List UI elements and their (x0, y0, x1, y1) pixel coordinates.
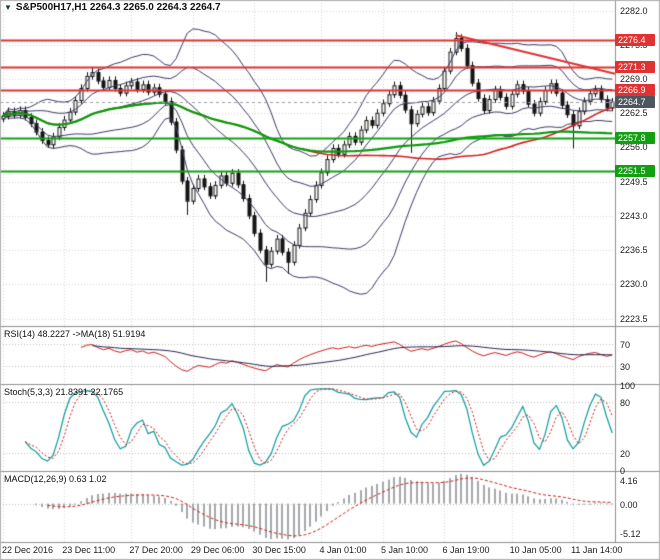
stoch-tick-label: 0 (620, 466, 626, 476)
price-tick-label: 2249.5 (620, 176, 648, 187)
time-tick-label: 27 Dec 20:00 (129, 545, 183, 555)
price-tick-label: 2230.0 (620, 279, 648, 290)
price-tick-label: 2269.0 (620, 74, 648, 84)
price-level-badge: 2264.7 (615, 95, 655, 108)
rsi-tick-label: 30 (620, 362, 631, 373)
price-tick-label: 2236.5 (620, 245, 648, 256)
time-tick-label: 6 Jan 19:00 (442, 545, 490, 555)
price-tick-label: 2243.0 (620, 210, 648, 221)
macd-tick-label: 0.00 (620, 499, 638, 510)
stoch-indicator-label: Stoch(5,3,3) 21.8391 22.1765 (4, 387, 124, 397)
time-tick-label: 11 Jan 14:00 (571, 545, 623, 555)
price-level-badge: 2257.8 (615, 132, 655, 144)
stoch-tick-label: 20 (620, 449, 631, 459)
price-tick-label: 2262.5 (620, 108, 648, 119)
price-axis[interactable]: 2282.02275.52269.02262.52256.02249.52243… (615, 0, 660, 560)
rsi-indicator-label: RSI(14) 48.2227 ->MA(18) 51.9194 (4, 329, 146, 339)
price-tick-label: 2223.5 (620, 313, 648, 324)
time-tick-label: 22 Dec 2016 (2, 545, 54, 555)
price-tick-label: 2282.0 (620, 5, 648, 16)
time-tick-label: 4 Jan 01:00 (319, 545, 367, 555)
rsi-tick-label: 70 (620, 339, 631, 350)
symbol-ohlc-text: S&P500H17,H1 2264.3 2265.0 2264.3 2264.7 (15, 2, 221, 13)
time-tick-label: 10 Jan 05:00 (509, 545, 562, 555)
time-axis[interactable]: 22 Dec 2016 23 Dec 11:00 27 Dec 20:00 29 De… (0, 543, 660, 560)
macd-tick-label: 4.16 (620, 476, 638, 487)
macd-indicator-label: MACD(12,26,9) 0.63 1.02 (4, 474, 107, 484)
symbol-info-bar[interactable]: ▼ S&P500H17,H1 2264.3 2265.0 2264.3 2264… (4, 2, 221, 13)
time-tick-label: 30 Dec 15:00 (252, 545, 306, 555)
chevron-down-icon[interactable]: ▼ (4, 3, 12, 12)
price-level-badge: 2271.3 (615, 60, 655, 73)
price-tick-label: 2256.0 (620, 142, 648, 153)
price-level-badge: 2251.5 (615, 165, 655, 178)
time-tick-label: 23 Dec 11:00 (62, 545, 116, 555)
price-level-badge: 2266.9 (615, 84, 655, 97)
macd-tick-label: -5.12 (620, 528, 641, 539)
stoch-tick-label: 100 (620, 381, 636, 391)
time-tick-label: 29 Dec 06:00 (190, 545, 245, 555)
stoch-tick-label: 80 (620, 398, 631, 408)
price-level-badge: 2276.4 (615, 34, 655, 47)
time-tick-label: 5 Jan 10:00 (380, 545, 429, 555)
